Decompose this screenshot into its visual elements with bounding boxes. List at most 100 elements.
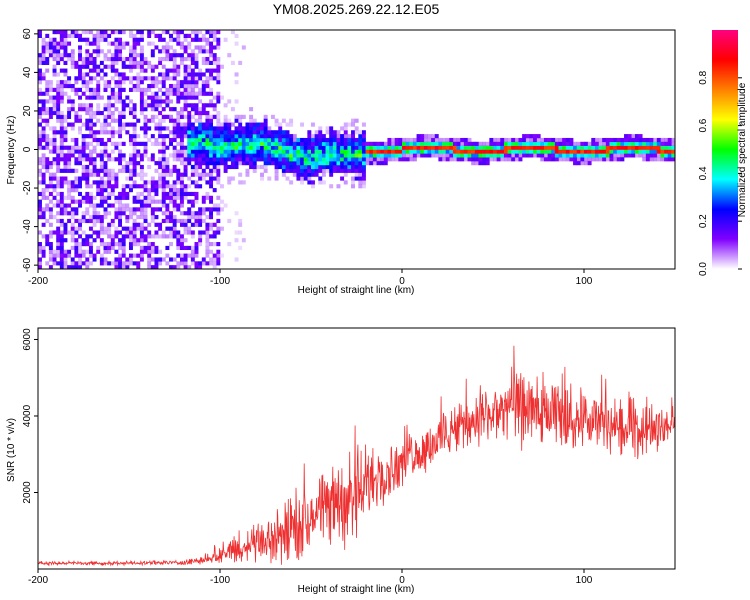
spectrogram-cell: [587, 149, 592, 154]
spectrogram-cell: [642, 141, 647, 146]
spectrogram-cell: [110, 87, 115, 92]
spectrogram-cell: [318, 134, 323, 139]
spectrogram-cell: [92, 130, 97, 135]
spectrogram-cell: [216, 30, 221, 35]
spectrogram-cell: [347, 149, 352, 154]
spectrogram-cell: [198, 238, 203, 243]
spectrogram-cell: [201, 161, 206, 166]
spectrogram-cell: [562, 149, 567, 154]
spectrogram-cell: [63, 72, 68, 77]
spectrogram-cell: [631, 137, 636, 143]
spectrogram-cell: [132, 87, 137, 92]
spectrogram-cell: [81, 64, 86, 69]
spectrogram-cell: [88, 215, 93, 220]
spectrogram-cell: [314, 145, 319, 150]
spectrogram-cell: [92, 49, 97, 54]
spectrogram-cell: [183, 103, 188, 108]
spectrogram-cell: [103, 207, 108, 212]
spectrogram-cell: [81, 103, 86, 108]
spectrogram-cell: [463, 149, 468, 154]
spectrogram-cell: [103, 242, 108, 247]
spectrogram-cell: [194, 180, 199, 185]
spectrogram-cell: [114, 157, 119, 162]
spectrogram-cell: [107, 176, 112, 181]
spectrogram-cell: [96, 118, 101, 123]
spectrogram-cell: [132, 230, 137, 235]
spectrogram-cell: [132, 161, 137, 166]
spectrogram-cell: [223, 37, 228, 42]
spectrogram-cell: [179, 45, 184, 50]
spectrogram-cell: [81, 199, 86, 204]
spectrogram-cell: [605, 141, 610, 146]
spectrogram-cell: [88, 149, 93, 154]
spectrogram-cell: [125, 164, 130, 170]
spectrogram-cell: [289, 118, 294, 123]
spectrogram-cell: [41, 60, 46, 65]
spectrogram-cell: [165, 180, 170, 185]
spectrogram-cell: [118, 242, 123, 247]
spectrogram-cell: [274, 137, 279, 143]
spectrogram-cell: [343, 145, 348, 150]
spectrogram-cell: [209, 99, 214, 104]
spectrogram-cell: [183, 222, 188, 227]
spectrogram-cell: [209, 222, 214, 227]
spectrogram-cell: [129, 33, 133, 38]
spectrogram-cell: [179, 261, 184, 266]
spectrogram-cell: [129, 137, 133, 143]
spectrogram-cell: [132, 168, 137, 173]
spectrogram-cell: [41, 180, 46, 185]
spectrogram-cell: [67, 218, 72, 224]
spectrogram-cell: [300, 161, 305, 166]
spectrogram-cell: [85, 176, 90, 181]
spectrogram-cell: [92, 157, 97, 162]
spectrogram-cell: [514, 145, 519, 150]
spectrogram-cell: [176, 153, 181, 158]
spectrogram-cell: [212, 30, 217, 35]
spectrogram-cell: [88, 134, 93, 139]
spectrogram-cell: [59, 168, 64, 173]
spectrogram-cell: [125, 161, 130, 166]
spectrogram-cell: [92, 161, 97, 166]
spectrogram-cell: [387, 149, 392, 154]
spectrogram-cell: [158, 164, 163, 170]
spectrogram-cell: [41, 245, 46, 251]
spectrogram-cell: [56, 80, 61, 85]
spectrogram-cell: [125, 257, 130, 262]
spectrogram-cell: [136, 80, 141, 85]
spectrogram-cell: [234, 157, 239, 162]
spectrogram-cell: [92, 91, 97, 96]
spectrogram-cell: [143, 76, 148, 81]
spectrogram-cell: [154, 261, 159, 266]
spectrogram-cell: [241, 161, 246, 166]
spectrogram-cell: [365, 161, 370, 166]
spectrogram-cell: [194, 45, 199, 50]
spectrogram-cell: [372, 157, 377, 162]
spectrogram-cell: [169, 172, 173, 177]
spectrogram-cell: [92, 218, 97, 224]
spectrogram-cell: [656, 145, 661, 150]
spectrogram-cell: [230, 145, 235, 150]
spectrogram-cell: [107, 184, 112, 189]
spectrogram-cell: [161, 91, 166, 96]
spectrogram-cell: [220, 130, 224, 135]
spectrogram-cell: [201, 122, 206, 127]
spectrogram-cell: [96, 91, 101, 96]
spectrogram-cell: [121, 253, 126, 258]
spectrogram-cell: [307, 145, 312, 150]
spectrogram-cell: [653, 145, 658, 150]
spectrogram-cell: [329, 137, 334, 143]
spectrogram-cell: [147, 157, 152, 162]
spectrogram-cell: [139, 238, 144, 243]
spectrogram-cell: [252, 141, 257, 146]
spectrogram-cell: [81, 211, 86, 216]
colorbar-tick-label: 0.2: [698, 214, 709, 228]
spectrogram-cell: [205, 37, 210, 42]
spectrogram-cell: [194, 95, 199, 100]
spectrogram-cell: [103, 37, 108, 42]
spectrogram-cell: [136, 149, 141, 154]
spectrogram-cell: [56, 45, 61, 50]
spectrogram-cell: [198, 261, 203, 266]
spectrogram-cell: [96, 215, 101, 220]
spectrogram-cell: [63, 33, 68, 38]
spectrogram-cell: [150, 68, 155, 73]
